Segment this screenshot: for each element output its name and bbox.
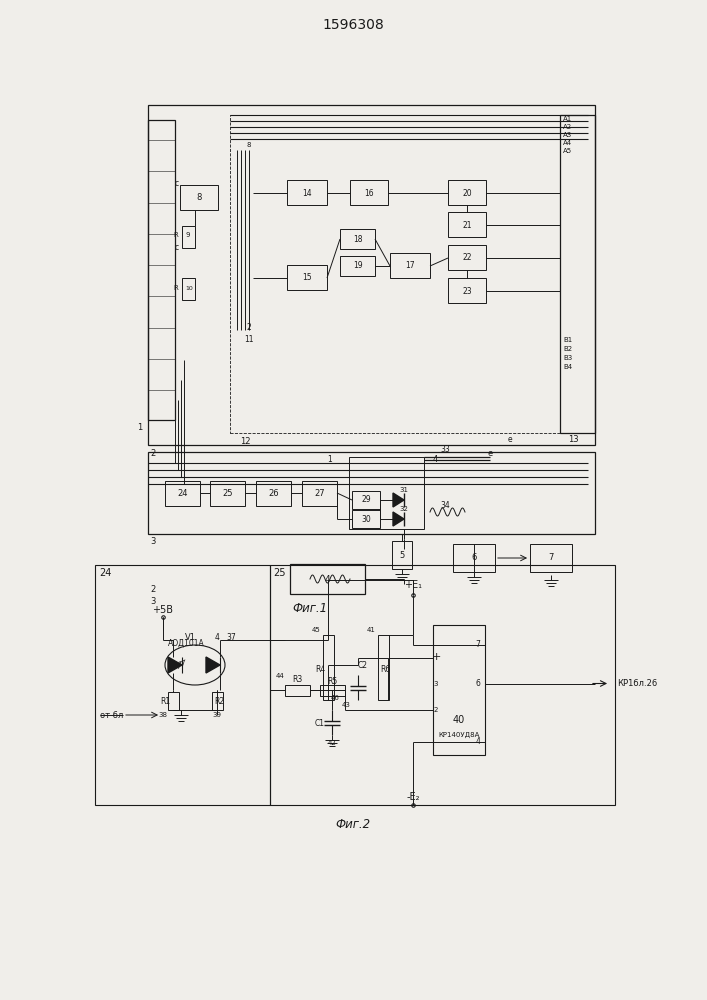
- Text: 41: 41: [366, 627, 375, 633]
- Text: 45: 45: [312, 627, 320, 633]
- Text: 31: 31: [399, 487, 409, 493]
- Text: 1596308: 1596308: [322, 18, 384, 32]
- Text: 23: 23: [462, 286, 472, 296]
- Text: R1: R1: [160, 696, 170, 706]
- Text: R4: R4: [315, 666, 325, 674]
- Text: +: +: [431, 652, 440, 662]
- Text: 2: 2: [151, 448, 156, 458]
- Text: R5: R5: [327, 676, 337, 686]
- Text: 4: 4: [476, 738, 481, 746]
- Text: R: R: [174, 232, 178, 238]
- Text: 22: 22: [462, 253, 472, 262]
- Text: 4: 4: [325, 574, 329, 584]
- Polygon shape: [206, 657, 220, 673]
- Text: 8: 8: [247, 142, 251, 148]
- Text: 1: 1: [327, 456, 332, 464]
- Text: 7: 7: [476, 640, 481, 649]
- Text: c: c: [175, 243, 179, 252]
- Text: 19: 19: [354, 261, 363, 270]
- Polygon shape: [393, 512, 404, 526]
- Text: 3: 3: [151, 597, 156, 606]
- Text: R6: R6: [380, 666, 390, 674]
- Text: АОД101А: АОД101А: [168, 639, 205, 648]
- Text: 32: 32: [399, 506, 409, 512]
- Text: от бл: от бл: [100, 710, 124, 720]
- Text: 46: 46: [331, 695, 339, 701]
- Text: 9: 9: [186, 232, 190, 238]
- Text: C2: C2: [358, 660, 368, 670]
- Text: 4: 4: [433, 456, 438, 464]
- Text: B4: B4: [563, 364, 572, 370]
- Text: КР140УД8А: КР140УД8А: [438, 732, 479, 738]
- Text: 33: 33: [440, 444, 450, 454]
- Text: 3: 3: [434, 680, 438, 686]
- Bar: [230, 115, 560, 433]
- Text: 24: 24: [99, 568, 111, 578]
- Text: A5: A5: [563, 148, 572, 154]
- Text: R3: R3: [292, 676, 302, 684]
- Text: C1: C1: [315, 718, 325, 728]
- Text: 18: 18: [354, 234, 363, 243]
- Text: 8: 8: [197, 194, 201, 202]
- Text: A3: A3: [563, 132, 572, 138]
- Text: -E₂: -E₂: [407, 792, 420, 802]
- Text: 11: 11: [244, 336, 254, 344]
- Text: 15: 15: [302, 273, 312, 282]
- Text: 21: 21: [462, 221, 472, 230]
- Text: 26: 26: [268, 488, 279, 497]
- Text: 44: 44: [276, 673, 284, 679]
- Text: B3: B3: [563, 355, 572, 361]
- Text: 6: 6: [476, 679, 481, 688]
- Text: 27: 27: [314, 488, 325, 497]
- Text: 2: 2: [434, 706, 438, 712]
- Text: 24: 24: [177, 488, 188, 497]
- Text: 38: 38: [158, 712, 168, 718]
- Text: c: c: [175, 180, 179, 188]
- Text: 13: 13: [568, 436, 578, 444]
- Text: 12: 12: [240, 436, 250, 446]
- Text: 4: 4: [214, 633, 219, 642]
- Text: 3: 3: [151, 538, 156, 546]
- Text: 5: 5: [399, 552, 404, 560]
- Text: 10: 10: [185, 286, 193, 290]
- Polygon shape: [393, 493, 404, 507]
- Text: 40: 40: [453, 715, 465, 725]
- Polygon shape: [168, 657, 182, 673]
- Text: A2: A2: [563, 124, 572, 130]
- Text: 2: 2: [151, 584, 156, 593]
- Text: 20: 20: [462, 188, 472, 198]
- Text: 25: 25: [274, 568, 286, 578]
- Text: Фиг.1: Фиг.1: [293, 602, 327, 615]
- Text: +E₁: +E₁: [404, 580, 422, 590]
- Text: КР1бл.26: КР1бл.26: [617, 679, 658, 688]
- Text: 2: 2: [247, 324, 252, 332]
- Text: 7: 7: [549, 554, 554, 562]
- Text: 1: 1: [137, 424, 143, 432]
- Text: B2: B2: [563, 346, 572, 352]
- Text: 37: 37: [226, 633, 236, 642]
- Text: e: e: [508, 436, 513, 444]
- Text: 43: 43: [341, 702, 351, 708]
- Text: 39: 39: [213, 712, 221, 718]
- Text: 17: 17: [405, 261, 415, 270]
- Text: A1: A1: [563, 116, 572, 122]
- Text: V1: V1: [185, 633, 196, 642]
- Text: 14: 14: [302, 188, 312, 198]
- Text: R2: R2: [214, 696, 224, 706]
- Text: A4: A4: [563, 140, 572, 146]
- Text: R: R: [174, 285, 178, 291]
- Text: 6: 6: [472, 554, 477, 562]
- Text: Фиг.2: Фиг.2: [335, 818, 370, 832]
- Text: e: e: [487, 448, 493, 458]
- Text: +5В: +5В: [153, 605, 173, 615]
- Text: 30: 30: [361, 514, 371, 524]
- Text: 25: 25: [222, 488, 233, 497]
- Text: 42: 42: [327, 740, 337, 746]
- Text: 29: 29: [361, 495, 370, 504]
- Text: B1: B1: [563, 337, 572, 343]
- Text: 34: 34: [440, 502, 450, 510]
- Text: 16: 16: [364, 188, 374, 198]
